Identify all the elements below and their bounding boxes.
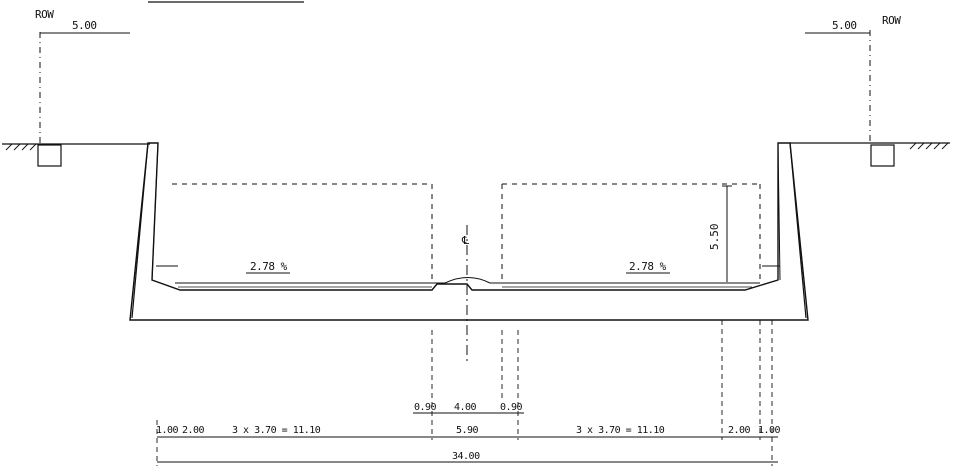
utility-box-right xyxy=(870,144,895,167)
ground-hatch-left xyxy=(5,143,37,151)
row-right-width-label: 5.00 xyxy=(832,19,857,32)
dim-left-lanes: 3 x 3.70 = 11.10 xyxy=(232,425,321,436)
dim-median-total: 5.90 xyxy=(456,425,479,436)
dim-left-shoulder: 2.00 xyxy=(182,425,205,436)
dim-total: 34.00 xyxy=(452,451,480,462)
clearance-envelope-left xyxy=(172,183,433,282)
cross-slope-left: 2.78 % xyxy=(250,260,288,273)
trough-outer-outline xyxy=(129,142,809,321)
row-left-width-label: 5.00 xyxy=(72,19,97,32)
dim-right-shoulder: 2.00 xyxy=(728,425,751,436)
clearance-height-label: 5.50 xyxy=(708,224,721,251)
dim-right-lanes: 3 x 3.70 = 11.10 xyxy=(576,425,665,436)
left-wall-outer-face xyxy=(131,142,149,319)
median-left-offset: 0.90 xyxy=(414,402,437,413)
median-width: 4.00 xyxy=(454,402,477,413)
clearance-envelope-right xyxy=(501,183,761,282)
centerline-symbol: ℄ xyxy=(461,234,469,247)
dim-right-outer: 1.00 xyxy=(758,425,781,436)
row-left-label: ROW xyxy=(35,8,54,21)
utility-box-left xyxy=(37,144,62,167)
median-barrier xyxy=(432,277,502,284)
cross-slope-right: 2.78 % xyxy=(629,260,667,273)
ground-hatch-right xyxy=(909,142,949,150)
row-right-label: ROW xyxy=(882,14,901,27)
right-wall-outer-face xyxy=(789,142,807,319)
right-wall-inner-face xyxy=(777,142,781,281)
extension-lines xyxy=(156,320,773,466)
dim-left-outer: 1.00 xyxy=(156,425,179,436)
median-right-offset: 0.90 xyxy=(500,402,523,413)
left-wall-inner-face xyxy=(151,142,159,281)
